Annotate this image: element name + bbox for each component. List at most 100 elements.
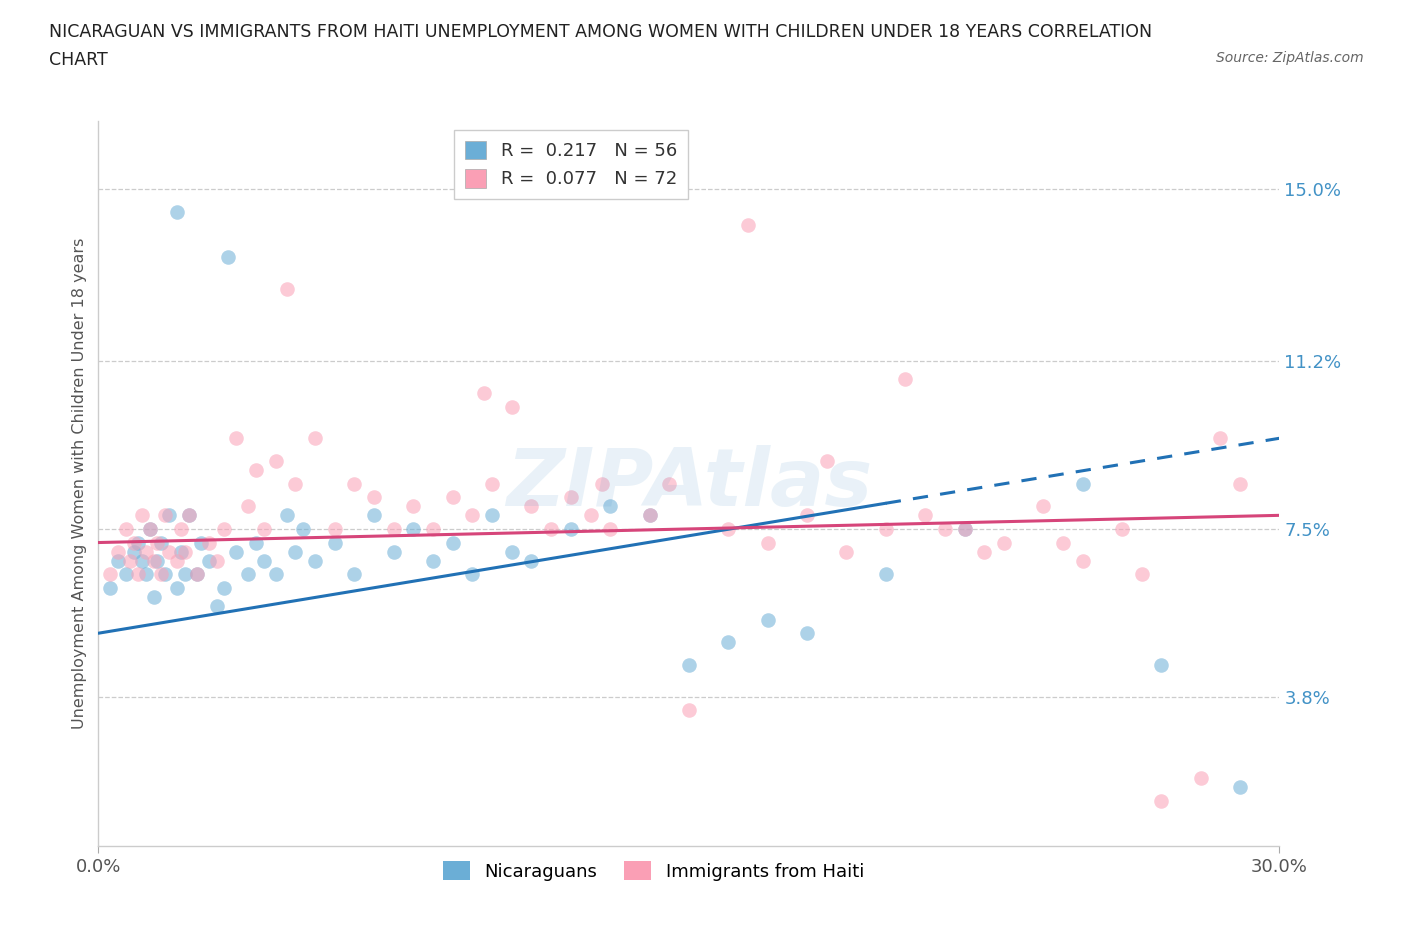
Point: [1150, 658, 1173, 672]
Point: [1229, 476, 1251, 491]
Point: [115, 567, 138, 582]
Point: [737, 218, 759, 232]
Point: [304, 553, 326, 568]
Point: [953, 522, 976, 537]
Point: [177, 508, 200, 523]
Text: CHART: CHART: [49, 51, 108, 69]
Point: [756, 535, 779, 550]
Point: [441, 490, 464, 505]
Point: [150, 567, 173, 582]
Point: [501, 399, 523, 414]
Point: [953, 522, 976, 537]
Point: [815, 454, 838, 469]
Point: [98, 580, 121, 595]
Point: [835, 544, 858, 559]
Point: [253, 522, 276, 537]
Point: [138, 522, 160, 537]
Point: [875, 522, 897, 537]
Point: [540, 522, 562, 537]
Point: [1052, 535, 1074, 550]
Point: [155, 508, 177, 523]
Point: [236, 567, 259, 582]
Point: [107, 544, 129, 559]
Point: [205, 599, 228, 614]
Point: [118, 553, 141, 568]
Point: [304, 431, 326, 445]
Point: [756, 612, 779, 627]
Point: [214, 522, 236, 537]
Point: [579, 508, 602, 523]
Point: [142, 590, 165, 604]
Point: [1150, 793, 1173, 808]
Point: [678, 658, 700, 672]
Point: [599, 498, 621, 513]
Point: [166, 580, 188, 595]
Point: [402, 522, 425, 537]
Point: [402, 498, 425, 513]
Point: [186, 567, 208, 582]
Point: [993, 535, 1015, 550]
Point: [422, 553, 444, 568]
Point: [796, 626, 818, 641]
Point: [560, 522, 582, 537]
Point: [284, 544, 307, 559]
Point: [1071, 476, 1094, 491]
Point: [217, 249, 239, 264]
Point: [1229, 780, 1251, 795]
Point: [135, 567, 157, 582]
Point: [678, 703, 700, 718]
Point: [190, 535, 212, 550]
Point: [127, 567, 149, 582]
Point: [186, 567, 208, 582]
Point: [520, 498, 543, 513]
Point: [363, 490, 385, 505]
Point: [481, 476, 503, 491]
Point: [166, 204, 188, 219]
Y-axis label: Unemployment Among Women with Children Under 18 years: Unemployment Among Women with Children U…: [72, 238, 87, 729]
Point: [363, 508, 385, 523]
Point: [382, 544, 405, 559]
Point: [461, 567, 484, 582]
Point: [245, 535, 267, 550]
Point: [276, 508, 298, 523]
Point: [142, 553, 165, 568]
Point: [236, 498, 259, 513]
Point: [264, 454, 287, 469]
Point: [894, 372, 917, 387]
Point: [638, 508, 661, 523]
Point: [560, 490, 582, 505]
Point: [245, 462, 267, 477]
Point: [131, 553, 153, 568]
Text: Source: ZipAtlas.com: Source: ZipAtlas.com: [1216, 51, 1364, 65]
Point: [796, 508, 818, 523]
Point: [150, 535, 173, 550]
Point: [638, 508, 661, 523]
Point: [441, 535, 464, 550]
Point: [122, 535, 145, 550]
Point: [177, 508, 200, 523]
Point: [658, 476, 681, 491]
Point: [205, 553, 228, 568]
Point: [146, 553, 169, 568]
Point: [875, 567, 897, 582]
Point: [122, 544, 145, 559]
Point: [1111, 522, 1133, 537]
Point: [197, 553, 219, 568]
Point: [174, 567, 197, 582]
Point: [472, 385, 495, 400]
Point: [481, 508, 503, 523]
Point: [115, 522, 138, 537]
Point: [461, 508, 484, 523]
Text: NICARAGUAN VS IMMIGRANTS FROM HAITI UNEMPLOYMENT AMONG WOMEN WITH CHILDREN UNDER: NICARAGUAN VS IMMIGRANTS FROM HAITI UNEM…: [49, 23, 1153, 41]
Point: [343, 567, 366, 582]
Point: [501, 544, 523, 559]
Point: [138, 522, 160, 537]
Point: [973, 544, 995, 559]
Point: [253, 553, 276, 568]
Point: [264, 567, 287, 582]
Point: [98, 567, 121, 582]
Point: [1189, 771, 1212, 786]
Text: ZIPAtlas: ZIPAtlas: [506, 445, 872, 523]
Point: [323, 522, 346, 537]
Point: [166, 553, 188, 568]
